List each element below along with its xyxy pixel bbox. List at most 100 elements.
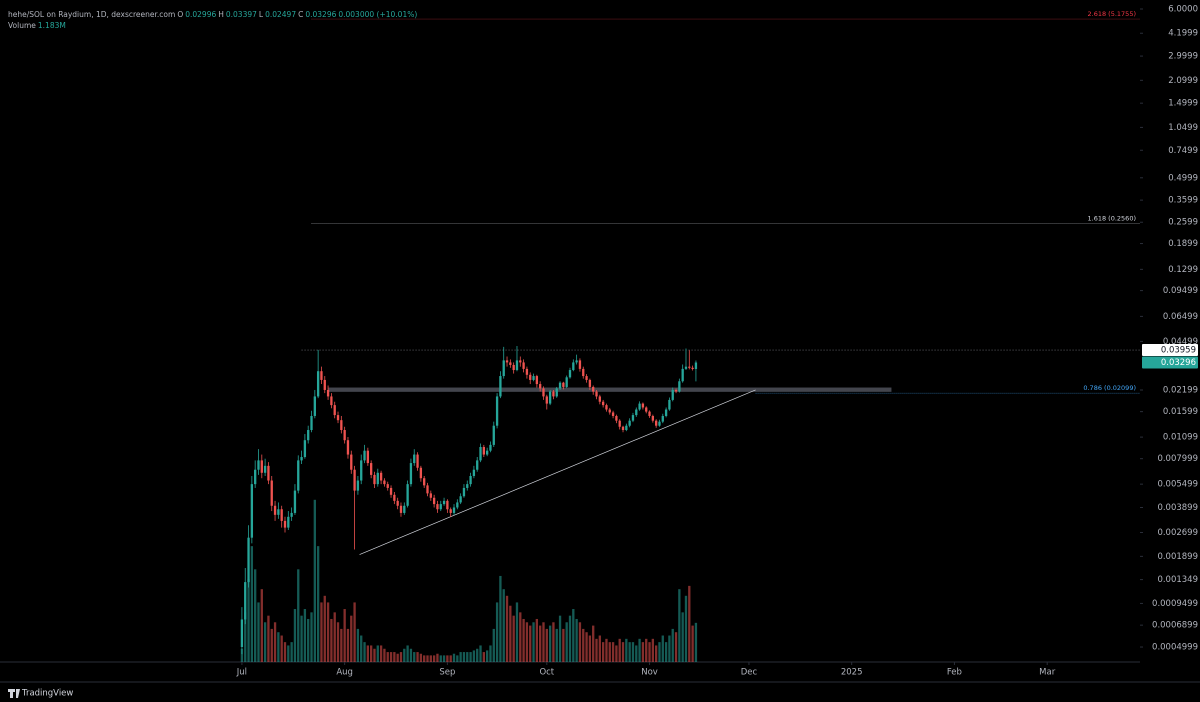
volume-bar xyxy=(303,609,307,662)
x-tick-label: Aug xyxy=(336,668,353,678)
candle-body xyxy=(578,360,582,369)
volume-bar xyxy=(615,645,618,662)
volume-bar xyxy=(635,645,638,662)
y-tick-label: 0.04499 xyxy=(1163,337,1198,347)
candle-body xyxy=(691,367,694,369)
candle-body xyxy=(439,504,442,510)
volume-bar xyxy=(611,642,615,662)
candle-body xyxy=(529,374,532,380)
y-tick-label: 0.005499 xyxy=(1157,480,1198,490)
volume-bar xyxy=(277,632,280,662)
volume-bar xyxy=(674,632,678,662)
volume-bar xyxy=(585,632,588,662)
candle-body xyxy=(631,415,635,421)
volume-bar xyxy=(522,618,525,662)
volume-bar xyxy=(552,622,555,662)
y-tick-label: 0.003899 xyxy=(1157,503,1198,513)
candle-body xyxy=(462,487,466,497)
x-tick-label: Nov xyxy=(641,668,658,678)
volume-bar xyxy=(532,622,535,662)
volume-bar xyxy=(472,650,476,662)
y-tick-label: 0.0004999 xyxy=(1152,643,1198,653)
candle-body xyxy=(273,505,277,515)
volume-bar xyxy=(413,652,416,662)
candle-body xyxy=(280,509,283,521)
candle-body xyxy=(250,484,254,538)
volume-bar xyxy=(436,653,439,662)
candle-body xyxy=(267,465,270,481)
candle-body xyxy=(555,388,558,397)
candle-body xyxy=(664,409,668,416)
volume-bar xyxy=(379,645,383,662)
candle-body xyxy=(363,450,366,461)
volume-bar xyxy=(572,609,575,662)
ohlc-value: 0.02996 xyxy=(185,10,217,19)
candle-body xyxy=(432,497,436,505)
volume-bar xyxy=(605,638,608,662)
volume-bar xyxy=(535,618,539,662)
candle-body xyxy=(393,494,396,501)
volume-bar xyxy=(492,628,495,662)
candle-body xyxy=(240,619,244,648)
volume-bar xyxy=(383,648,386,662)
candle-body xyxy=(532,376,535,380)
volume-bar xyxy=(515,602,519,662)
candle-body xyxy=(582,368,585,377)
volume-bar xyxy=(568,615,572,662)
volume-bar xyxy=(595,638,598,662)
volume-bar xyxy=(452,653,456,662)
candle-body xyxy=(283,520,287,528)
volume-bar xyxy=(655,645,658,662)
volume-bar xyxy=(542,622,545,662)
candle-body xyxy=(244,582,247,620)
candle-body xyxy=(645,407,648,412)
candle-body xyxy=(452,507,456,513)
volume-bar xyxy=(396,653,399,662)
candle-body xyxy=(270,480,273,506)
candle-body xyxy=(373,474,376,485)
candle-body xyxy=(575,360,578,363)
candle-body xyxy=(260,460,263,473)
candle-body xyxy=(376,472,379,485)
volume-bar xyxy=(628,642,631,662)
ohlc-value: 0.02497 xyxy=(265,10,297,19)
logo-icon xyxy=(8,689,20,698)
y-tick-label: 0.3599 xyxy=(1168,196,1198,206)
candle-body xyxy=(548,391,552,404)
ohlc-value: 0.03296 xyxy=(305,10,337,19)
volume-bar xyxy=(267,615,270,662)
candle-body xyxy=(356,480,360,491)
volume-bar xyxy=(323,595,326,662)
volume-bar xyxy=(529,625,532,662)
candle-body xyxy=(429,493,432,498)
candle-body xyxy=(492,425,495,445)
volume-bar xyxy=(648,642,651,662)
x-tick-label: Dec xyxy=(741,668,758,678)
candle-body xyxy=(592,386,595,392)
x-tick-label: Mar xyxy=(1039,668,1056,678)
y-tick-label: 0.001349 xyxy=(1157,575,1198,585)
candle-body xyxy=(446,500,449,510)
volume-bar xyxy=(426,655,429,662)
candle-body xyxy=(360,460,363,481)
trendline xyxy=(359,389,756,555)
volume-bar xyxy=(399,652,403,662)
y-tick-label: 2.0999 xyxy=(1168,76,1198,86)
candle-body xyxy=(366,450,370,464)
candle-body xyxy=(254,469,257,485)
volume-bar xyxy=(446,655,449,662)
candle-body xyxy=(509,362,512,365)
candle-body xyxy=(459,496,462,503)
volume-bar xyxy=(273,622,277,662)
volume-bar xyxy=(346,628,350,662)
volume-bar xyxy=(263,622,267,662)
y-tick-label: 4.1999 xyxy=(1168,29,1198,39)
candle-body xyxy=(615,415,618,421)
volume-bar xyxy=(462,652,466,662)
candle-body xyxy=(316,371,320,397)
volume-bar xyxy=(545,628,548,662)
volume-bar xyxy=(558,615,562,662)
volume-bar xyxy=(442,655,446,662)
y-tick-label: 0.1899 xyxy=(1168,239,1198,249)
